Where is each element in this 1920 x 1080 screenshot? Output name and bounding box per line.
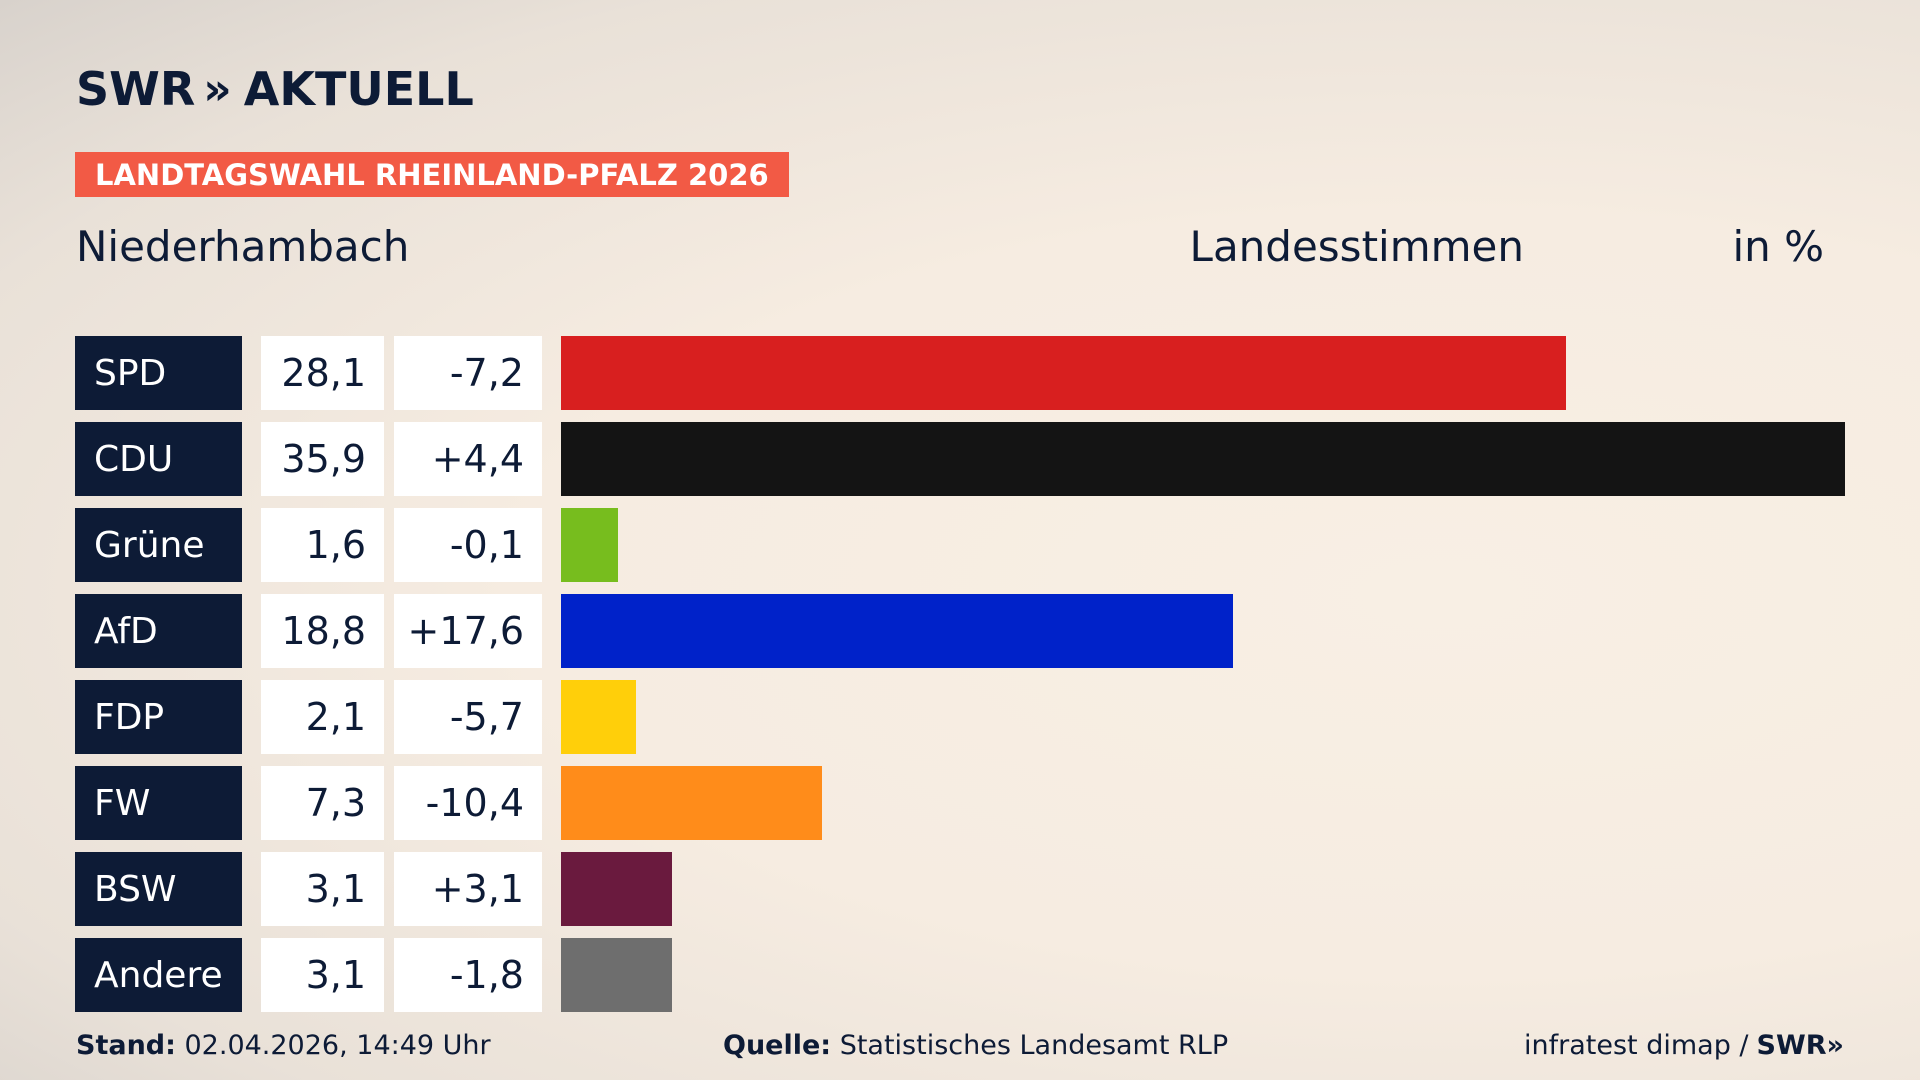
brand-name: SWR (76, 62, 196, 116)
metric-label: Landesstimmen (1189, 222, 1524, 271)
source: Quelle: Statistisches Landesamt RLP (723, 1030, 1228, 1061)
result-row: AfD 18,8 +17,6 (75, 594, 1845, 668)
result-row: Andere 3,1 -1,8 (75, 938, 1845, 1012)
party-label: BSW (75, 852, 242, 926)
vote-share-label: 3,1 (261, 852, 384, 926)
source-label: Quelle: (723, 1030, 832, 1061)
result-bar (561, 680, 636, 754)
party-label: Andere (75, 938, 242, 1012)
result-row: SPD 28,1 -7,2 (75, 336, 1845, 410)
change-label: +17,6 (394, 594, 542, 668)
product-name: AKTUELL (243, 62, 474, 116)
vote-share-label: 18,8 (261, 594, 384, 668)
stand-label: Stand: (76, 1030, 176, 1061)
result-row: CDU 35,9 +4,4 (75, 422, 1845, 496)
change-label: -5,7 (394, 680, 542, 754)
result-bar (561, 766, 822, 840)
election-tag: LANDTAGSWAHL RHEINLAND-PFALZ 2026 (75, 152, 789, 197)
result-row: FDP 2,1 -5,7 (75, 680, 1845, 754)
change-label: -10,4 (394, 766, 542, 840)
result-row: BSW 3,1 +3,1 (75, 852, 1845, 926)
source-value: Statistisches Landesamt RLP (831, 1030, 1229, 1061)
result-bar (561, 594, 1233, 668)
result-bar (561, 852, 672, 926)
brand-chevron-icon: » (203, 63, 232, 115)
change-label: -7,2 (394, 336, 542, 410)
vote-share-label: 1,6 (261, 508, 384, 582)
vote-share-label: 35,9 (261, 422, 384, 496)
swr-aktuell-logo: SWR » AKTUELL (76, 62, 474, 116)
result-bar (561, 508, 618, 582)
party-label: AfD (75, 594, 242, 668)
location-title: Niederhambach (76, 222, 410, 271)
vote-share-label: 7,3 (261, 766, 384, 840)
change-label: +4,4 (394, 422, 542, 496)
result-bar (561, 336, 1566, 410)
party-label: FW (75, 766, 242, 840)
result-bar (561, 422, 1845, 496)
swr-small-logo: SWR» (1756, 1030, 1844, 1061)
credit-text: infratest dimap / (1524, 1030, 1749, 1061)
party-label: Grüne (75, 508, 242, 582)
vote-share-label: 2,1 (261, 680, 384, 754)
party-label: CDU (75, 422, 242, 496)
result-row: Grüne 1,6 -0,1 (75, 508, 1845, 582)
change-label: -1,8 (394, 938, 542, 1012)
stand-value: 02.04.2026, 14:49 Uhr (175, 1030, 491, 1061)
change-label: +3,1 (394, 852, 542, 926)
result-row: FW 7,3 -10,4 (75, 766, 1845, 840)
vote-share-label: 3,1 (261, 938, 384, 1012)
timestamp: Stand: 02.04.2026, 14:49 Uhr (76, 1030, 491, 1061)
result-bar (561, 938, 672, 1012)
change-label: -0,1 (394, 508, 542, 582)
unit-label: in % (1732, 222, 1824, 271)
party-label: FDP (75, 680, 242, 754)
credit: infratest dimap / SWR» (1524, 1030, 1844, 1061)
party-label: SPD (75, 336, 242, 410)
vote-share-label: 28,1 (261, 336, 384, 410)
